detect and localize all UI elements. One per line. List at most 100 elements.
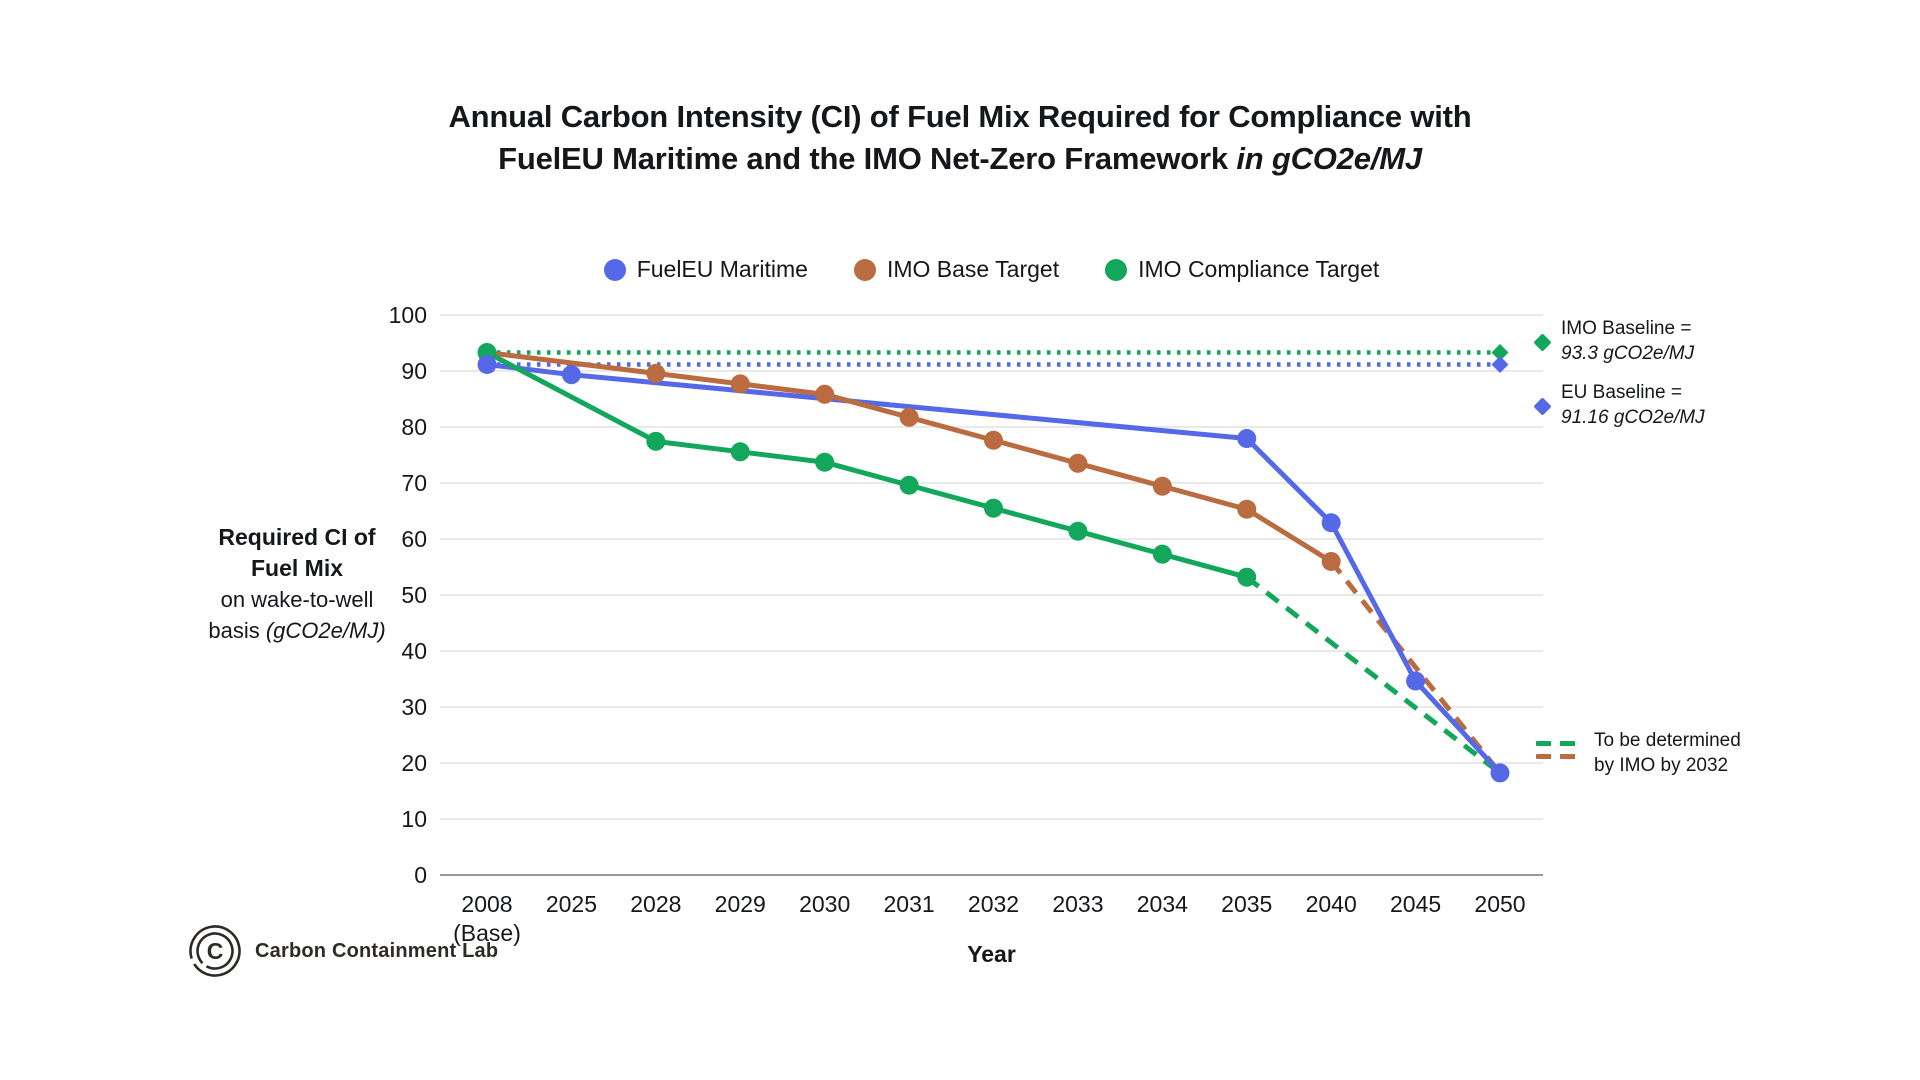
y-axis-title-line4-italic: (gCO2e/MJ) (265, 618, 386, 643)
y-tick-label: 70 (401, 470, 427, 496)
annotation-eu-baseline-text: EU Baseline = 91.16 gCO2e/MJ (1561, 380, 1705, 430)
y-tick-label: 80 (401, 414, 427, 440)
x-tick-label: 2045 (1390, 891, 1441, 917)
data-point-fueleu-maritime (1237, 429, 1257, 449)
chart-title-line2-text: FuelEU Maritime and the IMO Net-Zero Fra… (498, 141, 1237, 176)
legend-marker-imo-base-icon (853, 258, 876, 281)
data-point-imo-base-target (1152, 476, 1172, 496)
legend: FuelEU Maritime IMO Base Target IMO Comp… (440, 256, 1543, 283)
y-axis-title-line3: on wake-to-well (188, 584, 406, 615)
data-point-imo-compliance-target (1068, 521, 1088, 541)
x-tick-label: 2032 (968, 891, 1019, 917)
legend-marker-imo-compliance-icon (1105, 258, 1128, 281)
annotation-tbd-text: To be determined by IMO by 2032 (1594, 728, 1741, 778)
y-axis-title-line4-prefix: basis (208, 618, 266, 643)
x-tick-label: 2050 (1474, 891, 1525, 917)
x-tick-sublabel: (Base) (453, 920, 521, 946)
y-tick-label: 60 (401, 526, 427, 552)
legend-marker-fueleu-icon (603, 258, 626, 281)
logo-text: Carbon Containment Lab (255, 939, 499, 962)
legend-item-imo-compliance-target: IMO Compliance Target (1105, 256, 1379, 283)
y-tick-label: 20 (401, 750, 427, 776)
tbd-line2: by IMO by 2032 (1594, 755, 1729, 776)
chart-title-line1-text: Annual Carbon Intensity (CI) of Fuel Mix… (448, 99, 1472, 134)
data-point-imo-base-target (899, 407, 919, 427)
y-axis-title-line3-text: on wake-to-well (220, 587, 374, 612)
series-dashed-imo-base-target (1329, 559, 1502, 775)
series-line-imo-compliance-target (485, 350, 1248, 580)
y-axis-title-line2: Fuel Mix (250, 555, 343, 581)
imo-baseline-diamond-icon (1533, 333, 1552, 352)
data-point-fueleu-maritime (1490, 763, 1510, 783)
x-tick-label: 2008 (461, 891, 512, 917)
y-tick-label: 0 (414, 862, 427, 888)
data-point-imo-compliance-target (899, 475, 919, 495)
legend-label-imo-compliance: IMO Compliance Target (1138, 256, 1380, 282)
x-tick-label: 2031 (883, 891, 934, 917)
data-point-imo-compliance-target (646, 431, 666, 451)
y-axis-title-line1: Required CI of (218, 524, 376, 550)
data-point-imo-compliance-target (1237, 567, 1257, 587)
annotation-imo-baseline: IMO Baseline = 93.3 gCO2e/MJ (1533, 316, 1694, 366)
y-tick-label: 100 (389, 302, 427, 328)
baseline-end-diamond-icon (1491, 344, 1509, 362)
x-tick-label: 2025 (546, 891, 597, 917)
imo-baseline-line2: 93.3 gCO2e/MJ (1561, 343, 1695, 364)
y-axis-title-line4: basis (gCO2e/MJ) (188, 615, 406, 646)
chart-title-line2-italic: in gCO2e/MJ (1236, 141, 1422, 176)
data-point-fueleu-maritime (561, 365, 581, 385)
x-tick-label: 2033 (1052, 891, 1103, 917)
x-tick-label: 2034 (1137, 891, 1188, 917)
annotation-imo-baseline-text: IMO Baseline = 93.3 gCO2e/MJ (1561, 316, 1694, 366)
data-point-fueleu-maritime (1406, 671, 1426, 691)
carbon-containment-lab-logo-icon: C (189, 925, 241, 977)
legend-item-fueleu-maritime: FuelEU Maritime (603, 256, 808, 283)
x-tick-label: 2030 (799, 891, 850, 917)
chart-title: Annual Carbon Intensity (CI) of Fuel Mix… (0, 96, 1920, 180)
chart-title-line1: Annual Carbon Intensity (CI) of Fuel Mix… (0, 96, 1920, 138)
baseline-end-diamond-icon (1491, 356, 1509, 374)
y-tick-label: 10 (401, 806, 427, 832)
series-line-fueleu-maritime (486, 362, 1502, 775)
tbd-green-dash-icon (1536, 741, 1582, 746)
data-point-imo-compliance-target (815, 452, 835, 472)
series-line-imo-base-target (486, 350, 1333, 564)
data-point-imo-compliance-target (1152, 544, 1172, 564)
logo: C Carbon Containment Lab (188, 924, 498, 978)
y-axis-title: Required CI of Fuel Mix on wake-to-well … (188, 522, 406, 646)
series-dashed-imo-compliance-target (1245, 575, 1502, 776)
annotation-to-be-determined: To be determined by IMO by 2032 (1536, 728, 1741, 778)
x-axis-title: Year (967, 941, 1016, 967)
annotation-eu-baseline: EU Baseline = 91.16 gCO2e/MJ (1533, 380, 1705, 430)
data-point-fueleu-maritime (1321, 513, 1341, 533)
x-tick-label: 2028 (630, 891, 681, 917)
legend-item-imo-base-target: IMO Base Target (853, 256, 1060, 283)
x-tick-label: 2035 (1221, 891, 1272, 917)
data-point-imo-compliance-target (984, 498, 1003, 518)
imo-baseline-line1: IMO Baseline = (1561, 318, 1692, 339)
data-point-imo-compliance-target (730, 442, 750, 462)
data-point-imo-base-target (984, 430, 1003, 450)
x-tick-label: 2040 (1306, 891, 1357, 917)
eu-baseline-line1: EU Baseline = (1561, 382, 1682, 403)
legend-label-imo-base: IMO Base Target (886, 256, 1060, 282)
y-tick-label: 90 (401, 358, 427, 384)
data-point-imo-base-target (730, 374, 750, 394)
eu-baseline-line2: 91.16 gCO2e/MJ (1561, 407, 1705, 428)
eu-baseline-diamond-icon (1533, 397, 1552, 416)
y-tick-label: 50 (401, 582, 427, 608)
tbd-brown-dash-icon (1536, 754, 1582, 759)
data-point-imo-base-target (1321, 552, 1341, 572)
data-point-imo-base-target (1237, 499, 1257, 519)
data-point-imo-base-target (646, 363, 666, 383)
tbd-dash-swatches (1536, 728, 1582, 778)
tbd-line1: To be determined (1594, 730, 1741, 751)
data-point-imo-base-target (815, 384, 835, 404)
data-point-fueleu-maritime (477, 355, 497, 375)
y-tick-label: 40 (401, 638, 427, 664)
x-tick-label: 2029 (715, 891, 766, 917)
y-tick-label: 30 (401, 694, 427, 720)
legend-label-fueleu: FuelEU Maritime (636, 256, 808, 282)
